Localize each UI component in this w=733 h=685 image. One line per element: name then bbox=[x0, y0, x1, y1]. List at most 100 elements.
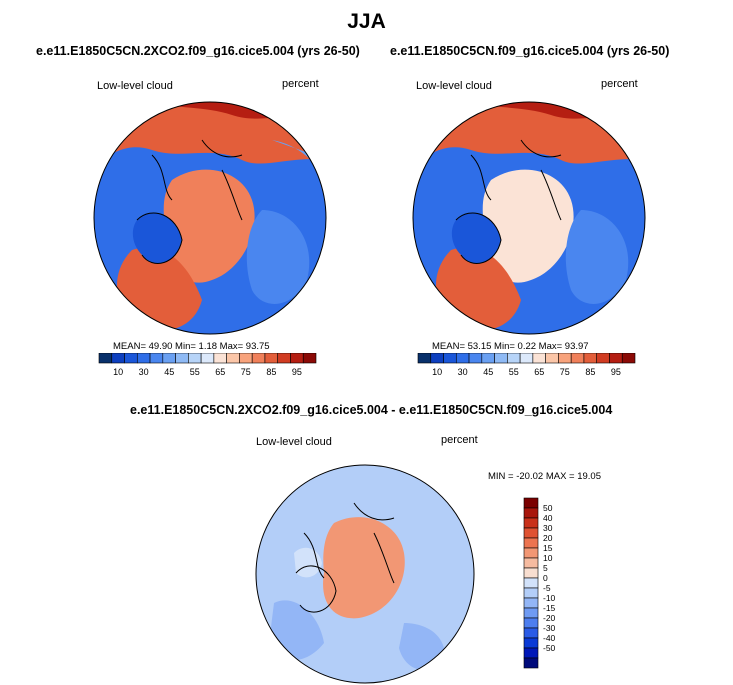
panel1-colorbar-swatch bbox=[188, 353, 202, 364]
panel1-colorbar-swatch bbox=[264, 353, 279, 364]
panel3-colorbar-tick-label: 20 bbox=[543, 533, 553, 543]
panel2-title: e.e11.E1850C5CN.f09_g16.cice5.004 (yrs 2… bbox=[390, 44, 670, 58]
panel1-colorbar-swatch bbox=[124, 353, 138, 364]
panel3-colorbar-tick-label: 5 bbox=[543, 563, 548, 573]
panel3-colorbar-swatch bbox=[523, 607, 539, 619]
panel2-colorbar-swatch bbox=[570, 353, 585, 364]
panel3-colorbar-swatch bbox=[523, 587, 539, 599]
panel1-colorbar-swatch bbox=[213, 353, 227, 364]
panel2-colorbar-tick-label: 95 bbox=[611, 367, 621, 377]
panel2-stats: MEAN= 53.15 Min= 0.22 Max= 93.97 bbox=[432, 341, 589, 352]
panel1-colorbar-swatch bbox=[302, 353, 317, 364]
panel3-units-label: percent bbox=[441, 434, 478, 446]
panel2-colorbar-swatch bbox=[519, 353, 534, 364]
panel3-colorbar-swatch bbox=[523, 617, 539, 629]
panel1-colorbar-tick-label: 10 bbox=[113, 367, 123, 377]
figure-title: JJA bbox=[347, 10, 386, 33]
panel1-colorbar-tick-label: 95 bbox=[292, 367, 302, 377]
panel2-colorbar-tick-label: 10 bbox=[432, 367, 442, 377]
panel2-colorbar-swatch bbox=[430, 353, 444, 364]
panel1-colorbar-swatch bbox=[200, 353, 215, 364]
panel1-colorbar-swatch bbox=[162, 353, 176, 364]
panel2-colorbar-tick-label: 75 bbox=[560, 367, 570, 377]
panel3-colorbar-tick-label: 15 bbox=[543, 543, 553, 553]
panel2-colorbar-swatch bbox=[596, 353, 610, 364]
panel3-colorbar-tick-label: -30 bbox=[543, 623, 556, 633]
panel1-colorbar-swatch bbox=[149, 353, 164, 364]
panel1-variable-label: Low-level cloud bbox=[97, 80, 173, 92]
panel3-title: e.e11.E1850C5CN.2XCO2.f09_g16.cice5.004 … bbox=[130, 403, 613, 417]
panel2-colorbar-swatch bbox=[609, 353, 623, 364]
panel1-colorbar-swatch bbox=[251, 353, 266, 364]
panel2-colorbar-swatch bbox=[558, 353, 572, 364]
panel3-colorbar-tick-label: -5 bbox=[543, 583, 551, 593]
panel3-colorbar-swatch bbox=[523, 537, 539, 549]
panel3-colorbar-swatch bbox=[523, 637, 539, 649]
panel2-colorbar-swatch bbox=[455, 353, 470, 364]
panel1-colorbar-swatch bbox=[98, 353, 113, 364]
panel1-colorbar-tick-label: 85 bbox=[266, 367, 276, 377]
panel2-colorbar-swatch bbox=[443, 353, 457, 364]
panel1-colorbar-tick-label: 30 bbox=[139, 367, 149, 377]
panel3-colorbar-swatch bbox=[523, 527, 539, 539]
panel1-polar-map bbox=[93, 101, 327, 335]
panel3-colorbar-tick-label: 10 bbox=[543, 553, 553, 563]
panel2-colorbar-swatch bbox=[481, 353, 495, 364]
panel1-colorbar-swatch bbox=[226, 353, 240, 364]
panel1-colorbar-swatch bbox=[290, 353, 304, 364]
panel2-colorbar-tick-label: 65 bbox=[534, 367, 544, 377]
panel1-colorbar-tick-label: 65 bbox=[215, 367, 225, 377]
panel2-colorbar-swatch bbox=[417, 353, 432, 364]
panel1-colorbar-swatch bbox=[175, 353, 189, 364]
panel2-colorbar-tick-label: 45 bbox=[483, 367, 493, 377]
panel1-colorbar-tick-label: 55 bbox=[190, 367, 200, 377]
panel2-polar-map bbox=[412, 101, 646, 335]
panel2-colorbar-swatch bbox=[507, 353, 521, 364]
panel1-colorbar-swatch bbox=[111, 353, 125, 364]
panel2-colorbar-swatch bbox=[583, 353, 598, 364]
panel3-colorbar-swatch bbox=[523, 517, 539, 529]
panel3-polar-map bbox=[255, 464, 475, 684]
panel2-colorbar-swatch bbox=[532, 353, 546, 364]
panel2-variable-label: Low-level cloud bbox=[416, 80, 492, 92]
panel1-stats: MEAN= 49.90 Min= 1.18 Max= 93.75 bbox=[113, 341, 270, 352]
panel3-colorbar-tick-label: -15 bbox=[543, 603, 556, 613]
panel1-colorbar: 10 30 45 55 65 75 85 95 bbox=[98, 353, 317, 377]
panel2-colorbar-swatch bbox=[545, 353, 559, 364]
panel2-units-label: percent bbox=[601, 78, 638, 90]
panel3-colorbar-swatch bbox=[523, 497, 539, 509]
panel3-colorbar-tick-label: -10 bbox=[543, 593, 556, 603]
panel3-colorbar-swatch bbox=[523, 507, 539, 519]
panel3-colorbar-tick-label: -40 bbox=[543, 633, 556, 643]
panel3-colorbar-swatch bbox=[523, 657, 539, 669]
panel1-colorbar-swatch bbox=[239, 353, 253, 364]
panel2-colorbar-swatch bbox=[468, 353, 483, 364]
panel3-colorbar-tick-label: 30 bbox=[543, 523, 553, 533]
panel1-colorbar-swatch bbox=[277, 353, 291, 364]
panel3-colorbar-swatch bbox=[523, 627, 539, 639]
panel1-colorbar-tick-label: 45 bbox=[164, 367, 174, 377]
panel1-colorbar-swatch bbox=[136, 353, 151, 364]
panel3-colorbar-tick-label: 40 bbox=[543, 513, 553, 523]
panel3-colorbar-tick-label: 50 bbox=[543, 503, 553, 513]
panel3-colorbar-tick-label: 0 bbox=[543, 573, 548, 583]
panel3-colorbar-swatch bbox=[523, 547, 539, 559]
panel3-colorbar-swatch bbox=[523, 597, 539, 609]
panel2-colorbar-swatch bbox=[621, 353, 636, 364]
panel2-colorbar: 10 30 45 55 65 75 85 95 bbox=[417, 353, 636, 377]
panel1-title: e.e11.E1850C5CN.2XCO2.f09_g16.cice5.004 … bbox=[36, 44, 360, 58]
panel2-colorbar-swatch bbox=[494, 353, 508, 364]
panel2-colorbar-tick-label: 85 bbox=[585, 367, 595, 377]
panel1-colorbar-tick-label: 75 bbox=[241, 367, 251, 377]
panel2-colorbar-tick-label: 55 bbox=[509, 367, 519, 377]
panel3-colorbar-swatch bbox=[523, 557, 539, 569]
panel3-colorbar-swatch bbox=[523, 567, 539, 579]
panel1-units-label: percent bbox=[282, 78, 319, 90]
panel3-stats: MIN = -20.02 MAX = 19.05 bbox=[488, 471, 602, 482]
panel3-colorbar-swatch bbox=[523, 647, 539, 659]
panel3-colorbar-tick-label: -20 bbox=[543, 613, 556, 623]
panel3-colorbar-swatch bbox=[523, 577, 539, 589]
panel3-variable-label: Low-level cloud bbox=[256, 436, 332, 448]
panel2-colorbar-tick-label: 30 bbox=[458, 367, 468, 377]
